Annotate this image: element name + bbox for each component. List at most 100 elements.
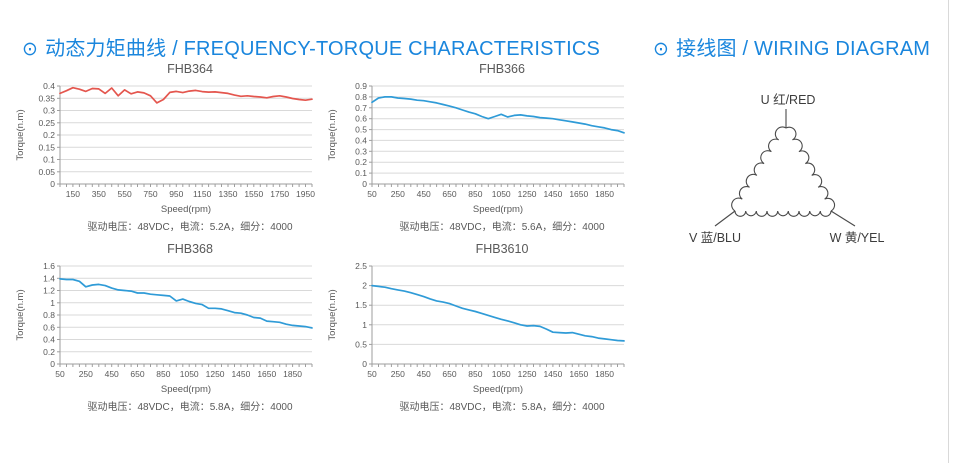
y-axis-label: Torque(n.m) <box>327 289 338 340</box>
chart-title: FHB364 <box>167 62 213 76</box>
x-tick-label: 1650 <box>569 369 588 379</box>
x-axis-label: Speed(rpm) <box>473 384 523 395</box>
chart-plot-fhb3610: 0 0.5 1 1.5 2 2.5 50 250 450 650 850 1050 1250 1450 16… <box>327 261 625 395</box>
y-tick-label: 1.6 <box>43 261 55 271</box>
winding-coil-u-v <box>731 126 787 212</box>
x-tick-label: 450 <box>417 369 431 379</box>
x-tick-label: 1450 <box>543 369 562 379</box>
x-tick-label: 1050 <box>492 369 511 379</box>
x-tick-label: 450 <box>417 189 431 199</box>
y-tick-label: 0.3 <box>43 106 55 116</box>
x-tick-label: 650 <box>130 369 144 379</box>
x-tick-label: 250 <box>391 369 405 379</box>
x-tick-label: 1050 <box>492 189 511 199</box>
y-tick-label: 0.2 <box>355 157 367 167</box>
y-axis-label: Torque(n.m) <box>15 109 26 160</box>
y-tick-label: 0.2 <box>43 347 55 357</box>
x-tick-label: 850 <box>468 189 482 199</box>
terminal-u-label: U 红/RED <box>761 92 816 107</box>
y-tick-label: 0.5 <box>355 125 367 135</box>
x-tick-label: 1450 <box>543 189 562 199</box>
x-tick-label: 150 <box>66 189 80 199</box>
y-tick-label: 0 <box>50 179 55 189</box>
delta-winding-diagram: U 红/RED V 蓝/BLU W 黄/YEL <box>689 92 885 245</box>
chart-fhb368: FHB368 0 0.2 0.4 0.6 0.8 1 1.2 1.4 1.6 50 250 450 65… <box>14 242 326 422</box>
y-axis-label: Torque(n.m) <box>327 109 338 160</box>
x-tick-label: 50 <box>55 369 65 379</box>
y-tick-label: 1 <box>362 320 367 330</box>
chart-fhb3610: FHB3610 0 0.5 1 1.5 2 2.5 50 250 450 650 850 1050 12… <box>326 242 638 422</box>
chart-fhb364: FHB364 0 0.05 0.1 0.15 0.2 0.25 0.3 0.35 0.4 150 3… <box>14 62 326 242</box>
y-tick-label: 0.05 <box>38 167 55 177</box>
y-tick-label: 0.1 <box>355 168 367 178</box>
lead-v <box>714 210 736 227</box>
y-tick-label: 0 <box>362 359 367 369</box>
x-tick-label: 850 <box>156 369 170 379</box>
y-tick-label: 1 <box>50 298 55 308</box>
circled-dot-icon: ⊙ <box>22 39 39 60</box>
winding-coil-u-w <box>785 126 836 212</box>
y-tick-label: 0 <box>50 359 55 369</box>
x-tick-label: 1350 <box>219 189 238 199</box>
chart-plot-fhb364: 0 0.05 0.1 0.15 0.2 0.25 0.3 0.35 0.4 150 350 550 75… <box>15 81 315 215</box>
y-tick-label: 1.2 <box>43 286 55 296</box>
y-tick-label: 0.4 <box>43 335 55 345</box>
y-tick-label: 0.7 <box>355 103 367 113</box>
frequency-torque-section-heading: ⊙ 动态力矩曲线 / FREQUENCY-TORQUE CHARACTERISTI… <box>22 38 600 61</box>
x-tick-label: 1850 <box>595 369 614 379</box>
x-tick-label: 1550 <box>244 189 263 199</box>
x-tick-label: 1250 <box>518 189 537 199</box>
y-tick-label: 0.4 <box>355 135 367 145</box>
y-tick-label: 0 <box>362 179 367 189</box>
x-axis-label: Speed(rpm) <box>161 204 211 215</box>
chart-caption: 驱动电压：48VDC，电流：5.2A，细分：4000 <box>87 222 293 233</box>
chart-plot-fhb368: 0 0.2 0.4 0.6 0.8 1 1.2 1.4 1.6 50 250 450 650 850 105… <box>15 261 313 395</box>
x-tick-label: 50 <box>367 369 377 379</box>
x-tick-label: 1950 <box>296 189 315 199</box>
wiring-diagram-title: 接线图 / WIRING DIAGRAM <box>676 38 931 60</box>
torque-curve <box>371 96 625 134</box>
y-tick-label: 0.8 <box>355 92 367 102</box>
x-tick-label: 1250 <box>206 369 225 379</box>
torque-curve <box>371 284 625 342</box>
y-axis-label: Torque(n.m) <box>15 289 26 340</box>
y-tick-label: 0.8 <box>43 310 55 320</box>
y-tick-label: 0.1 <box>43 155 55 165</box>
x-tick-label: 1250 <box>518 369 537 379</box>
y-tick-label: 1.5 <box>355 300 367 310</box>
x-tick-label: 750 <box>143 189 157 199</box>
wiring-section-heading: ⊙ 接线图 / WIRING DIAGRAM <box>653 38 930 61</box>
chart-title: FHB368 <box>167 242 213 256</box>
y-tick-label: 0.25 <box>38 118 55 128</box>
y-tick-label: 0.6 <box>355 114 367 124</box>
x-tick-label: 650 <box>442 189 456 199</box>
y-tick-label: 1.4 <box>43 273 55 283</box>
y-tick-label: 0.4 <box>43 81 55 91</box>
x-tick-label: 850 <box>468 369 482 379</box>
y-tick-label: 0.3 <box>355 146 367 156</box>
x-tick-label: 1650 <box>569 189 588 199</box>
x-tick-label: 1150 <box>193 189 212 199</box>
y-tick-label: 0.35 <box>38 93 55 103</box>
y-tick-label: 0.9 <box>355 81 367 91</box>
x-axis-label: Speed(rpm) <box>161 384 211 395</box>
x-tick-label: 1050 <box>180 369 199 379</box>
chart-title: FHB366 <box>479 62 525 76</box>
y-tick-label: 0.6 <box>43 322 55 332</box>
x-tick-label: 50 <box>367 189 377 199</box>
page-border <box>948 0 949 463</box>
x-tick-label: 950 <box>169 189 183 199</box>
chart-fhb366: FHB366 0 0.1 0.2 0.3 0.4 0.5 0.6 0.7 0.8 0.9 50 250… <box>326 62 638 242</box>
chart-caption: 驱动电压：48VDC，电流：5.8A，细分：4000 <box>399 402 605 413</box>
x-tick-label: 1450 <box>231 369 250 379</box>
circled-dot-icon: ⊙ <box>653 39 670 60</box>
torque-curve <box>59 86 313 104</box>
terminal-v-label: V 蓝/BLU <box>689 231 741 245</box>
chart-caption: 驱动电压：48VDC，电流：5.6A，细分：4000 <box>399 222 605 233</box>
x-tick-label: 350 <box>92 189 106 199</box>
frequency-torque-title: 动态力矩曲线 / FREQUENCY-TORQUE CHARACTERISTIC… <box>45 38 601 60</box>
terminal-w-label: W 黄/YEL <box>830 231 885 245</box>
x-tick-label: 250 <box>391 189 405 199</box>
x-tick-label: 450 <box>105 369 119 379</box>
